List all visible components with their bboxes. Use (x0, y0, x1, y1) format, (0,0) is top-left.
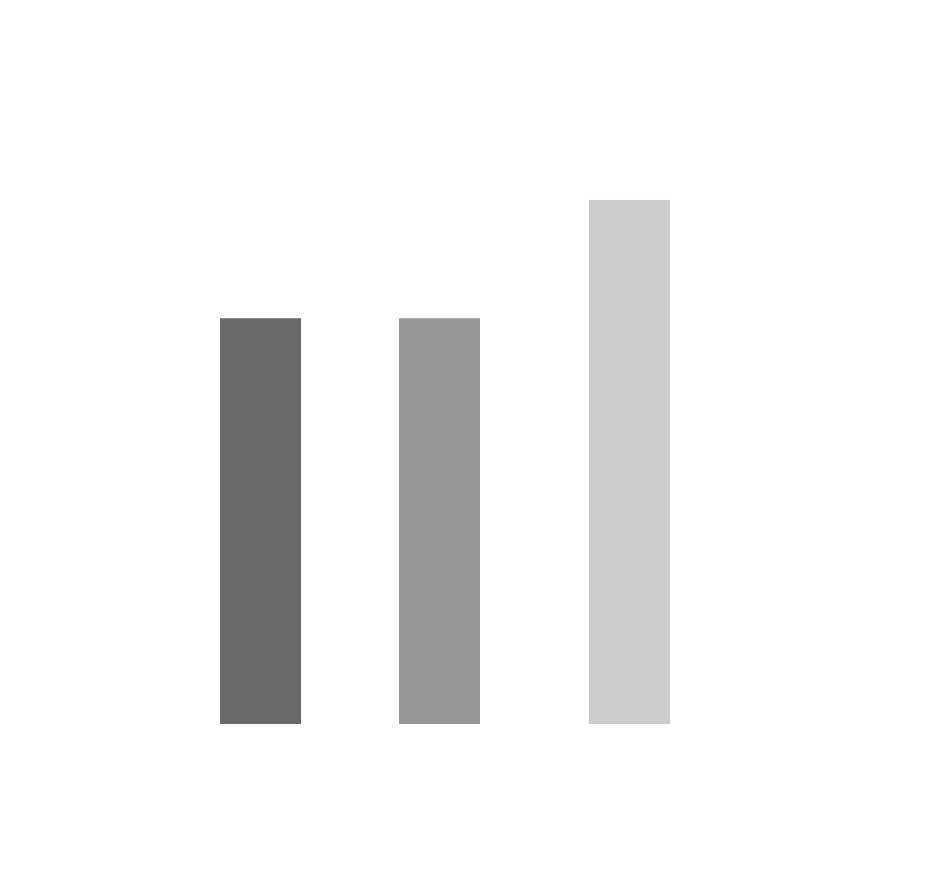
bar-group (220, 199, 670, 724)
bar-3 (589, 199, 670, 724)
bar-2 (399, 318, 480, 724)
bar-1 (220, 318, 301, 724)
